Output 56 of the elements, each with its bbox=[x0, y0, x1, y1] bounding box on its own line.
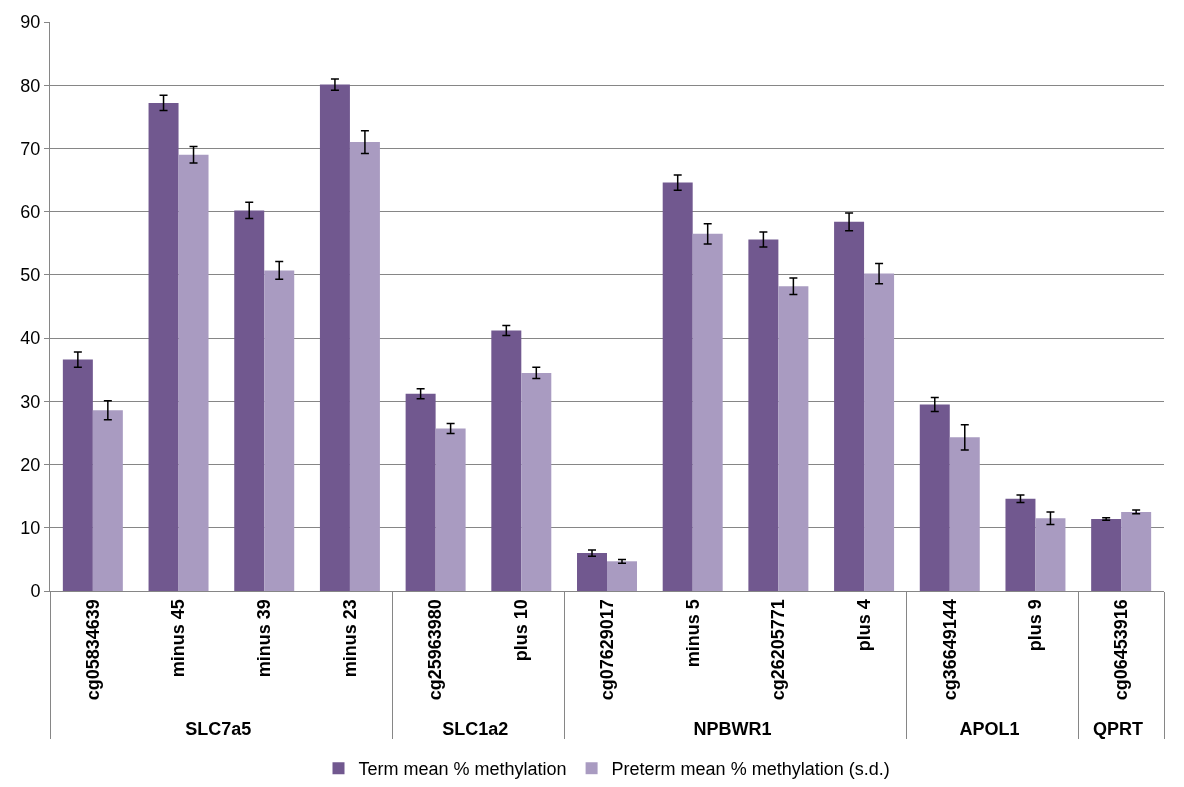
x-tick-label: plus 4 bbox=[853, 599, 874, 652]
y-tick-label: 80 bbox=[20, 75, 41, 96]
x-tick-label: plus 9 bbox=[1025, 599, 1046, 652]
bar bbox=[577, 553, 607, 591]
bar bbox=[1005, 498, 1036, 591]
bar bbox=[692, 233, 723, 591]
bar bbox=[62, 359, 93, 591]
y-tick-label: 40 bbox=[20, 328, 41, 349]
y-tick-label: 50 bbox=[20, 265, 41, 286]
y-tick-label: 70 bbox=[20, 138, 41, 159]
x-tick-label: minus 39 bbox=[254, 599, 275, 678]
y-tick-label: 20 bbox=[20, 454, 41, 475]
text: SLC1a2 bbox=[442, 718, 509, 739]
x-tick-label: cg05834639 bbox=[82, 599, 103, 701]
y-tick-label: 0 bbox=[30, 581, 41, 602]
x-tick-label: cg36649144 bbox=[939, 599, 960, 701]
bar bbox=[405, 393, 436, 591]
bar bbox=[264, 270, 295, 591]
bar bbox=[92, 410, 123, 591]
bar bbox=[148, 102, 179, 591]
bar bbox=[748, 239, 779, 591]
bar bbox=[1035, 518, 1066, 591]
y-tick-label: 30 bbox=[20, 391, 41, 412]
bar bbox=[178, 154, 209, 591]
text: NPBWR1 bbox=[693, 718, 772, 739]
y-tick-label: 90 bbox=[20, 12, 41, 33]
bar bbox=[234, 210, 265, 591]
x-tick-label: cg06453916 bbox=[1111, 599, 1131, 701]
bar bbox=[919, 404, 950, 591]
bar bbox=[834, 221, 865, 591]
bar bbox=[435, 428, 466, 591]
bar bbox=[1121, 511, 1152, 591]
text: QPRT bbox=[1092, 718, 1144, 739]
bar bbox=[778, 286, 809, 591]
y-tick-label: 60 bbox=[20, 201, 41, 222]
x-tick-label: cg25963980 bbox=[425, 599, 446, 701]
bar bbox=[319, 84, 350, 591]
legend-label: Term mean % methylation bbox=[358, 759, 567, 780]
x-tick-label: plus 10 bbox=[511, 599, 532, 662]
bar bbox=[521, 372, 552, 591]
x-tick-label: cg26205771 bbox=[768, 599, 789, 701]
text: SLC7a5 bbox=[185, 718, 252, 739]
x-tick-label: minus 23 bbox=[339, 599, 360, 678]
bar bbox=[662, 182, 693, 591]
bar bbox=[949, 437, 980, 591]
text: APOL1 bbox=[959, 718, 1020, 739]
x-tick-label: minus 45 bbox=[168, 599, 189, 678]
bar bbox=[607, 561, 637, 591]
bar bbox=[864, 273, 895, 591]
bar bbox=[491, 330, 522, 591]
bar bbox=[1091, 518, 1122, 591]
legend-label: Preterm mean % methylation (s.d.) bbox=[611, 759, 890, 780]
y-tick-label: 10 bbox=[20, 518, 41, 539]
x-tick-label: minus 5 bbox=[682, 599, 703, 668]
bar bbox=[349, 142, 380, 591]
x-tick-label: cg07629017 bbox=[596, 599, 617, 701]
